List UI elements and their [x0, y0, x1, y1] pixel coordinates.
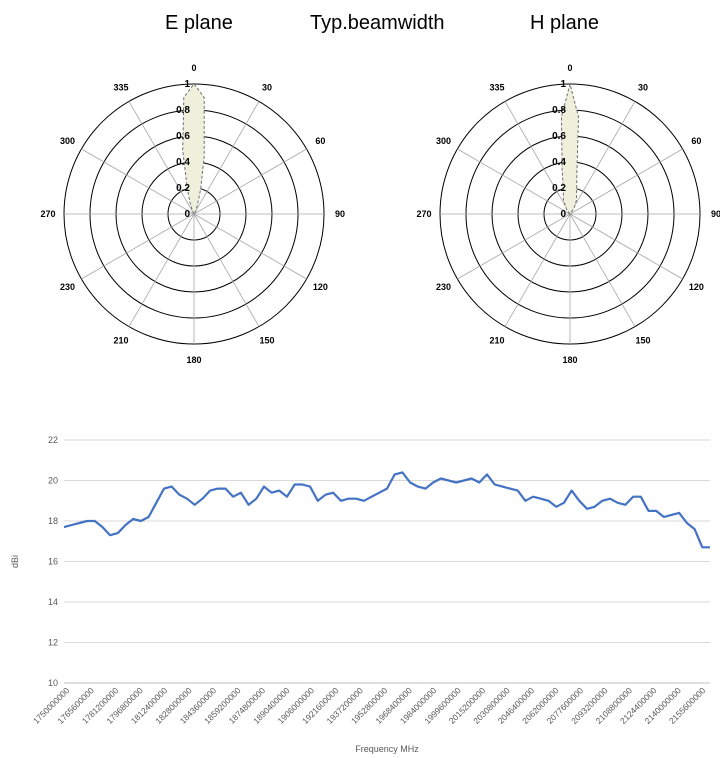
radial-tick-label: 0.6 — [552, 131, 566, 142]
y-tick-label: 14 — [48, 597, 58, 607]
angle-label: 335 — [113, 83, 128, 93]
angle-label: 60 — [315, 136, 325, 146]
polar-spoke — [569, 101, 636, 215]
y-tick-label: 22 — [48, 435, 58, 445]
polar-spoke — [193, 213, 307, 280]
beamwidth-title: Typ.beamwidth — [310, 12, 445, 34]
angle-label: 0 — [567, 63, 572, 73]
radial-tick-label: 0.8 — [552, 105, 566, 116]
radial-tick-label: 0.2 — [176, 183, 190, 194]
polar-spoke — [128, 101, 195, 215]
polar-spoke — [193, 101, 260, 215]
x-axis-title: Frequency MHz — [355, 744, 419, 754]
polar-spoke — [193, 148, 307, 215]
angle-label: 120 — [313, 282, 328, 292]
polar-spoke — [504, 213, 571, 327]
gain-series-line — [63, 471, 710, 549]
angle-label: 120 — [689, 282, 704, 292]
angle-label: 30 — [638, 83, 648, 93]
angle-label: 210 — [113, 335, 128, 345]
radial-tick-label: 0.8 — [176, 105, 190, 116]
radial-tick-label: 0.6 — [176, 131, 190, 142]
polar-chart-e-plane: 00.20.40.60.8103060901201501802102302703… — [40, 63, 345, 365]
polar-chart-h-plane: 00.20.40.60.8103060901201501802102302703… — [416, 63, 720, 365]
polar-spoke — [457, 213, 571, 280]
polar-spoke — [457, 148, 571, 215]
y-tick-label: 20 — [48, 476, 58, 486]
radial-tick-label: 0.4 — [176, 157, 190, 168]
angle-label: 300 — [60, 136, 75, 146]
radial-tick-label: 0 — [184, 209, 190, 220]
polar-spoke — [193, 213, 260, 327]
polar-spoke — [81, 213, 195, 280]
polar-pattern — [560, 82, 580, 215]
line-chart-plot: 1012141618202217500000001765600000178120… — [10, 435, 710, 754]
angle-label: 60 — [691, 136, 701, 146]
angle-label: 90 — [711, 209, 720, 219]
angle-label: 335 — [489, 83, 504, 93]
y-tick-label: 10 — [48, 678, 58, 688]
y-axis-title: dBi — [10, 555, 20, 568]
angle-label: 150 — [259, 335, 274, 345]
polar-charts: 00.20.40.60.8103060901201501802102302703… — [40, 63, 720, 365]
polar-spoke — [128, 213, 195, 327]
y-tick-label: 18 — [48, 516, 58, 526]
h-plane-title: H plane — [530, 12, 599, 34]
polar-spoke — [569, 213, 636, 327]
radial-tick-label: 1 — [560, 79, 566, 90]
y-tick-label: 12 — [48, 638, 58, 648]
angle-label: 90 — [335, 209, 345, 219]
angle-label: 270 — [40, 209, 55, 219]
angle-label: 180 — [562, 355, 577, 365]
polar-pattern — [182, 83, 205, 216]
angle-label: 30 — [262, 83, 272, 93]
radial-tick-label: 0 — [560, 209, 566, 220]
polar-spoke — [569, 148, 683, 215]
angle-label: 210 — [489, 335, 504, 345]
radial-tick-label: 0.2 — [552, 183, 566, 194]
angle-label: 270 — [416, 209, 431, 219]
angle-label: 300 — [436, 136, 451, 146]
polar-spoke — [569, 213, 683, 280]
radial-tick-label: 0.4 — [552, 157, 566, 168]
y-tick-label: 16 — [48, 557, 58, 567]
angle-label: 0 — [191, 63, 196, 73]
angle-label: 230 — [436, 282, 451, 292]
polar-spoke — [504, 101, 571, 215]
polar-spoke — [81, 148, 195, 215]
angle-label: 230 — [60, 282, 75, 292]
angle-label: 150 — [635, 335, 650, 345]
radial-tick-label: 1 — [184, 79, 190, 90]
e-plane-title: E plane — [165, 12, 233, 34]
angle-label: 180 — [186, 355, 201, 365]
